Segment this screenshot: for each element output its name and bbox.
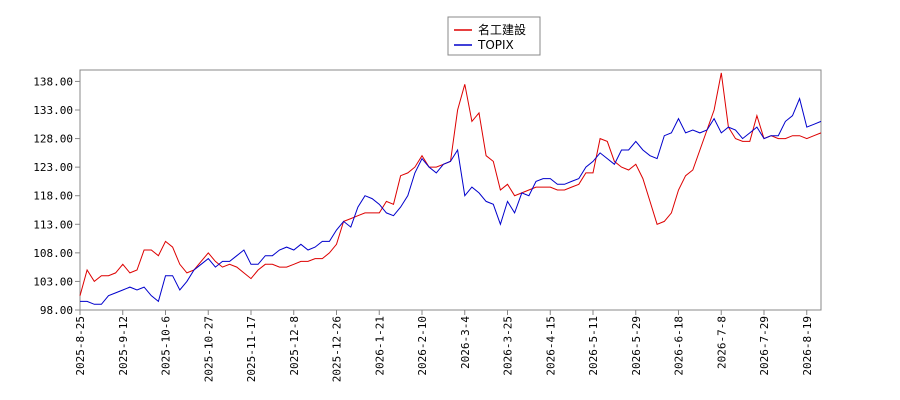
x-tick-label: 2026-5-11 [587,316,600,376]
x-tick-label: 2026-6-18 [673,316,686,376]
x-tick-label: 2026-7-8 [715,316,728,369]
y-tick-label: 103.00 [33,275,73,288]
legend-box [447,16,541,56]
x-tick-label: 2026-5-29 [630,316,643,376]
x-tick-label: 2025-10-6 [160,316,173,376]
y-tick-label: 118.00 [33,190,73,203]
x-tick-label: 2026-3-25 [502,316,515,376]
x-tick-label: 2026-8-19 [801,316,814,376]
x-tick-label: 2025-12-8 [288,316,301,376]
x-tick-label: 2025-8-25 [74,316,87,376]
x-tick-label: 2026-1-21 [373,316,386,376]
x-tick-label: 2025-10-27 [202,316,215,382]
series-line [80,97,822,305]
y-tick-label: 133.00 [33,104,73,117]
x-tick-label: 2026-2-10 [416,316,429,376]
legend-label: TOPIX [477,38,514,52]
y-tick-label: 113.00 [33,218,73,231]
series-line [79,72,822,296]
y-tick-label: 128.00 [33,133,73,146]
x-tick-label: 2026-4-15 [544,316,557,376]
legend-label: 名工建設 [478,22,526,37]
x-tick-label: 2025-12-26 [331,316,344,382]
y-tick-label: 98.00 [40,304,73,317]
x-tick-label: 2025-11-17 [245,316,258,382]
plot-frame [79,69,822,311]
y-tick-label: 138.00 [33,75,73,88]
y-tick-label: 108.00 [33,247,73,260]
x-tick-label: 2025-9-12 [117,316,130,376]
y-tick-label: 123.00 [33,161,73,174]
x-tick-label: 2026-7-29 [758,316,771,376]
x-tick-label: 2026-3-4 [459,316,472,369]
